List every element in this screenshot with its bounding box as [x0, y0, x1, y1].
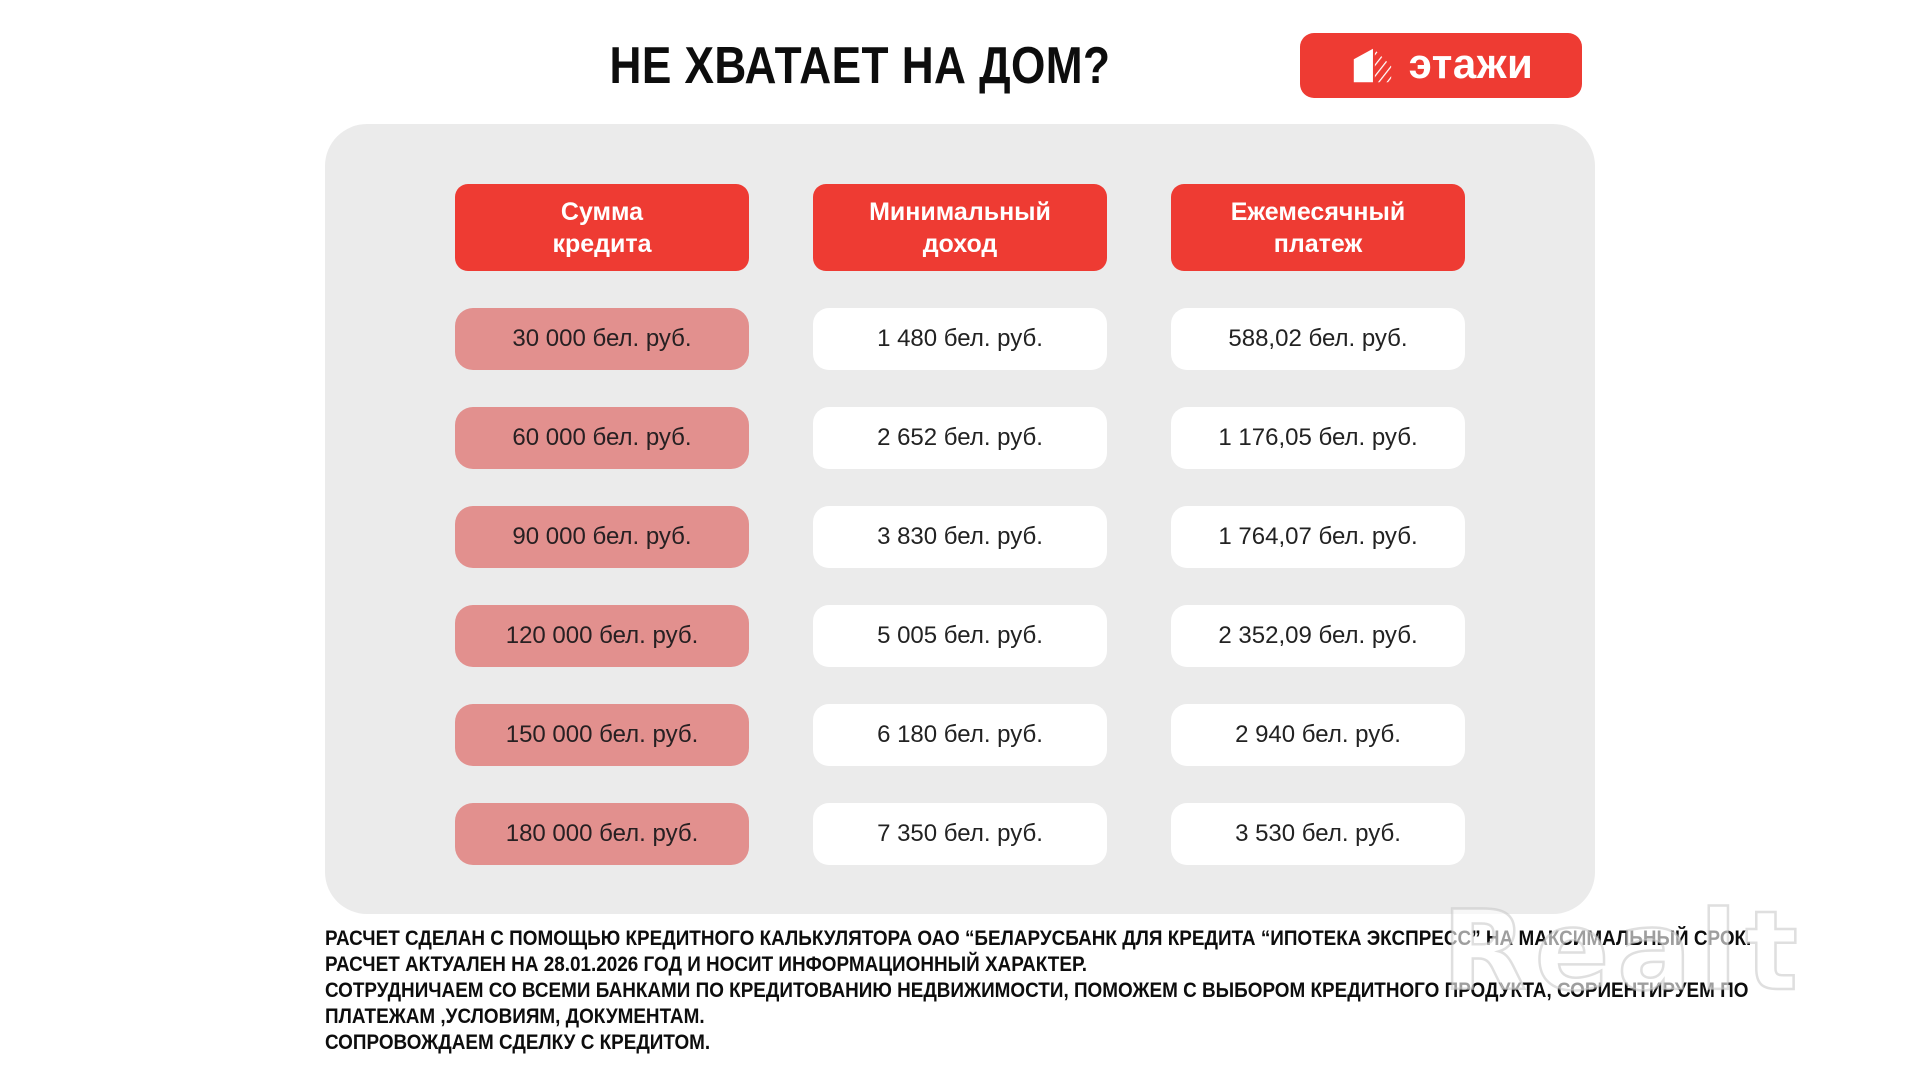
payment-cell: 3 530 бел. руб.	[1171, 803, 1465, 865]
disclaimer-line: ПЛАТЕЖАМ ,УСЛОВИЯМ, ДОКУМЕНТАМ.	[325, 1005, 705, 1028]
column-header-payment: Ежемесячный платеж	[1171, 184, 1465, 271]
payment-cell: 588,02 бел. руб.	[1171, 308, 1465, 370]
column-credit: Сумма кредита 30 000 бел. руб. 60 000 бе…	[455, 184, 749, 865]
disclaimer-line: РАСЧЕТ СДЕЛАН С ПОМОЩЬЮ КРЕДИТНОГО КАЛЬК…	[325, 927, 1752, 950]
disclaimer-line: СОТРУДНИЧАЕМ СО ВСЕМИ БАНКАМИ ПО КРЕДИТО…	[325, 979, 1749, 1002]
column-header-income: Минимальный доход	[813, 184, 1107, 271]
income-cell: 3 830 бел. руб.	[813, 506, 1107, 568]
house-icon	[1349, 43, 1395, 89]
column-income: Минимальный доход 1 480 бел. руб. 2 652 …	[813, 184, 1107, 865]
credit-cell: 30 000 бел. руб.	[455, 308, 749, 370]
header-line: кредита	[552, 229, 652, 258]
column-payment: Ежемесячный платеж 588,02 бел. руб. 1 17…	[1171, 184, 1465, 865]
header-line: Минимальный	[869, 197, 1051, 226]
disclaimer-line: РАСЧЕТ АКТУАЛЕН НА 28.01.2026 ГОД И НОСИ…	[325, 953, 1087, 976]
disclaimer-text: РАСЧЕТ СДЕЛАН С ПОМОЩЬЮ КРЕДИТНОГО КАЛЬК…	[325, 926, 1751, 1056]
header-line: платеж	[1273, 229, 1363, 258]
table-columns: Сумма кредита 30 000 бел. руб. 60 000 бе…	[325, 124, 1595, 865]
etazhi-logo: этажи	[1300, 33, 1582, 98]
income-cell: 7 350 бел. руб.	[813, 803, 1107, 865]
income-cell: 2 652 бел. руб.	[813, 407, 1107, 469]
header-line: Сумма	[560, 197, 644, 226]
payment-cell: 2 940 бел. руб.	[1171, 704, 1465, 766]
page-title: НЕ ХВАТАЕТ НА ДОМ?	[609, 37, 1111, 95]
disclaimer-line: СОПРОВОЖДАЕМ СДЕЛКУ С КРЕДИТОМ.	[325, 1031, 711, 1054]
payment-cell: 1 764,07 бел. руб.	[1171, 506, 1465, 568]
credit-cell: 120 000 бел. руб.	[455, 605, 749, 667]
header-line: доход	[922, 229, 998, 258]
header-line: Ежемесячный	[1230, 197, 1406, 226]
income-cell: 1 480 бел. руб.	[813, 308, 1107, 370]
income-cell: 6 180 бел. руб.	[813, 704, 1107, 766]
payment-cell: 2 352,09 бел. руб.	[1171, 605, 1465, 667]
credit-cell: 90 000 бел. руб.	[455, 506, 749, 568]
table-panel: Сумма кредита 30 000 бел. руб. 60 000 бе…	[325, 124, 1595, 914]
realt-watermark: Realt	[1441, 887, 1806, 1015]
logo-text: этажи	[1408, 39, 1534, 87]
credit-cell: 150 000 бел. руб.	[455, 704, 749, 766]
credit-cell: 180 000 бел. руб.	[455, 803, 749, 865]
credit-cell: 60 000 бел. руб.	[455, 407, 749, 469]
column-header-credit: Сумма кредита	[455, 184, 749, 271]
payment-cell: 1 176,05 бел. руб.	[1171, 407, 1465, 469]
income-cell: 5 005 бел. руб.	[813, 605, 1107, 667]
